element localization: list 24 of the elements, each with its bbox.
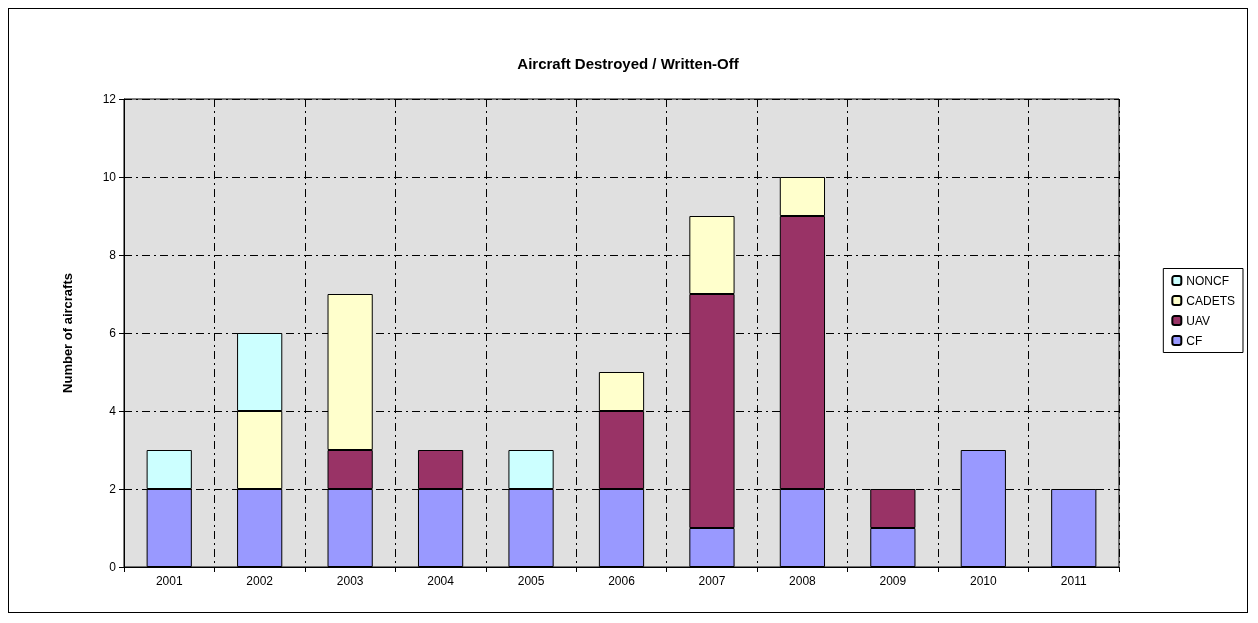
y-tick-label: 6 bbox=[109, 326, 117, 340]
legend-label: CADETS bbox=[1186, 293, 1236, 308]
y-tick-label: 8 bbox=[109, 248, 117, 262]
y-tick-label: 10 bbox=[102, 170, 117, 184]
x-tick-label: 2003 bbox=[336, 574, 364, 588]
x-tick-label: 2010 bbox=[969, 574, 997, 588]
x-tick-label: 2008 bbox=[789, 574, 817, 588]
y-tick-label: 2 bbox=[109, 482, 117, 496]
y-axis-title: Number of aircrafts bbox=[60, 273, 75, 393]
legend-label: CF bbox=[1186, 333, 1203, 348]
y-tick-label: 0 bbox=[109, 560, 117, 574]
x-tick-label: 2006 bbox=[608, 574, 636, 588]
y-tick-label: 12 bbox=[102, 92, 117, 106]
x-tick-label: 2009 bbox=[879, 574, 907, 588]
y-tick-label: 4 bbox=[109, 404, 117, 418]
legend-label: NONCF bbox=[1186, 273, 1229, 288]
x-tick-label: 2011 bbox=[1060, 574, 1087, 588]
x-tick-label: 2002 bbox=[246, 574, 274, 588]
x-tick-label: 2004 bbox=[427, 574, 455, 588]
chart-title: Aircraft Destroyed / Written-Off bbox=[517, 55, 740, 72]
x-tick-label: 2005 bbox=[517, 574, 545, 588]
x-tick-label: 2001 bbox=[155, 574, 183, 588]
legend-label: UAV bbox=[1186, 313, 1211, 328]
x-tick-label: 2007 bbox=[698, 574, 726, 588]
